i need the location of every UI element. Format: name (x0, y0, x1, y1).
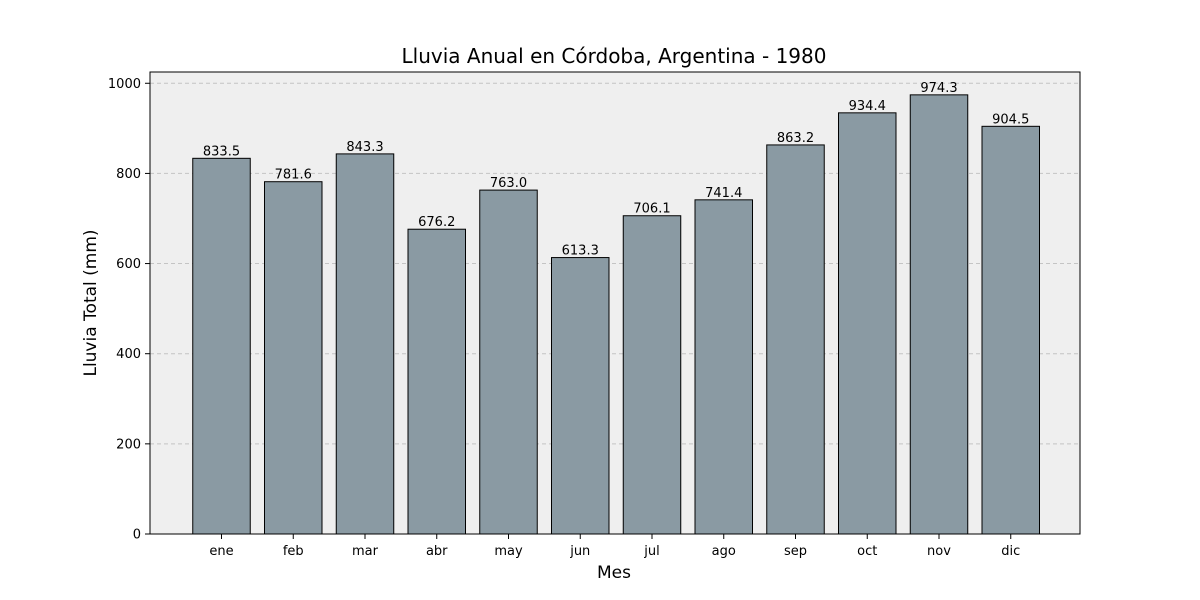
x-tick-label-oct: oct (857, 544, 877, 559)
y-tick-label: 400 (116, 347, 141, 362)
bar-nov (909, 94, 969, 535)
y-axis-ticks: 0 200 400 600 800 1000 (108, 77, 150, 543)
data-label-sep: 863.2 (777, 131, 814, 146)
bar-abr (407, 228, 466, 535)
x-tick-label-jul: jul (643, 544, 659, 559)
y-tick-label: 0 (133, 528, 141, 543)
x-tick-label-may: may (494, 544, 523, 559)
chart-title: Lluvia Anual en Córdoba, Argentina - 198… (402, 44, 827, 68)
data-label-ago: 741.4 (705, 186, 742, 201)
x-tick-label-mar: mar (352, 544, 379, 559)
data-label-jun: 613.3 (562, 244, 599, 259)
data-label-oct: 934.4 (849, 99, 886, 114)
data-label-nov: 974.3 (920, 81, 957, 96)
bar-feb (264, 181, 323, 535)
bar-mar (335, 153, 395, 535)
y-tick-label: 600 (116, 257, 141, 272)
x-tick-label-dic: dic (1001, 544, 1020, 559)
x-tick-label-jun: jun (569, 544, 590, 559)
data-label-feb: 781.6 (275, 168, 312, 183)
y-tick-label: 1000 (108, 77, 141, 92)
x-tick-label-sep: sep (784, 544, 807, 559)
data-label-abr: 676.2 (418, 215, 455, 230)
bar-oct (838, 112, 897, 535)
bars: 833.5 781.6 843.3 676.2 763.0 613.3 706.1 741.4… (192, 81, 1040, 535)
y-tick-label: 200 (116, 437, 141, 452)
x-tick-label-ene: ene (209, 544, 233, 559)
bar-ago (694, 199, 753, 535)
data-label-dic: 904.5 (992, 112, 1029, 127)
data-label-jul: 706.1 (633, 202, 670, 217)
x-axis-label: Mes (597, 563, 631, 583)
bar-ene (192, 157, 251, 535)
bar-may (479, 189, 538, 535)
x-tick-label-nov: nov (927, 544, 951, 559)
data-label-mar: 843.3 (346, 140, 383, 155)
bar-sep (766, 144, 825, 535)
y-tick-label: 800 (116, 167, 141, 182)
data-label-may: 763.0 (490, 176, 527, 191)
bar-dic (981, 125, 1040, 535)
x-tick-label-ago: ago (712, 544, 736, 559)
bar-jun (551, 257, 610, 535)
data-label-ene: 833.5 (203, 144, 240, 159)
x-tick-label-feb: feb (283, 544, 304, 559)
plot-frame (149, 71, 1081, 535)
x-tick-label-abr: abr (426, 544, 448, 559)
x-axis-ticks: ene feb mar abr may jun jul ago sep oct nov dic (209, 534, 1020, 559)
bar-jul (622, 215, 682, 535)
y-axis-label: Lluvia Total (mm) (81, 229, 101, 376)
